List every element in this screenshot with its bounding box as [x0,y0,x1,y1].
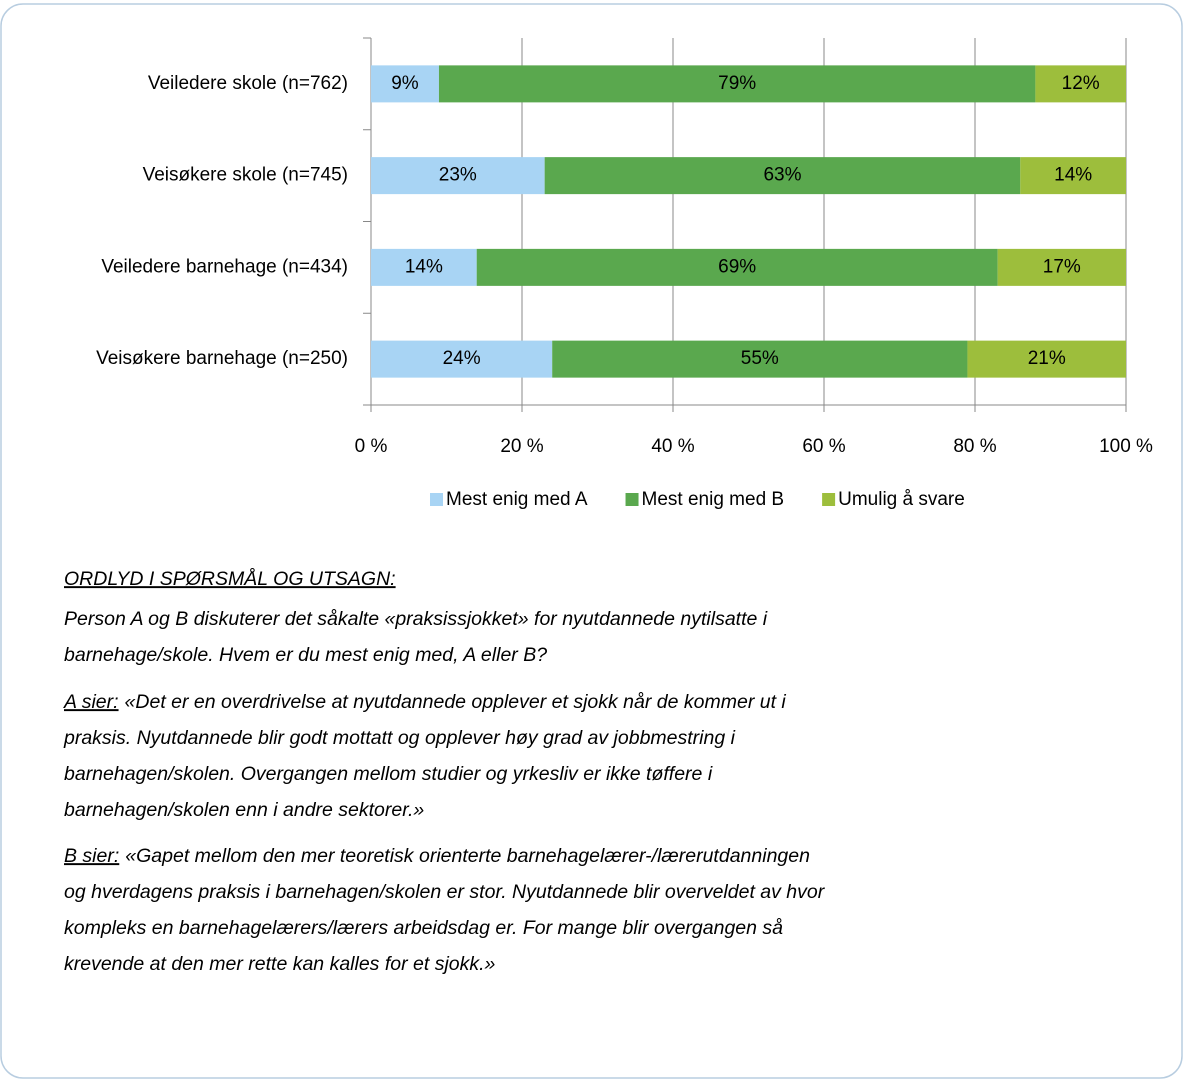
bar-segment [371,248,477,286]
speaker-label: B sier: [64,845,119,867]
statement-line: «Det er en overdrivelse at nyutdannede o… [125,691,787,713]
statement-line: og hverdagens praksis i barnehagen/skole… [64,881,826,903]
value-label: 14% [1054,165,1092,186]
legend-label: Umulig å svare [838,489,965,510]
legend-label: Mest enig med A [446,489,588,510]
bar-segment [438,65,1036,103]
value-label: 21% [1028,348,1066,369]
y-tick-label: Veiledere skole (n=762) [148,73,348,94]
statement-line: barnehagen/skolen. Overgangen mellom stu… [64,763,713,785]
legend-swatch [822,493,836,506]
value-label: 55% [741,348,779,369]
value-label: 14% [405,256,443,277]
heading: ORDLYD I SPØRSMÅL OG UTSAGN: [64,567,396,590]
statement-line: barnehagen/skolen enn i andre sektorer.» [64,799,424,821]
value-label: 24% [443,348,481,369]
bar-segment [552,340,968,378]
x-tick-label: 40 % [651,436,694,457]
statement-line: praksis. Nyutdannede blir godt mottatt o… [63,727,736,749]
value-label: 23% [439,165,477,186]
speaker-label: A sier: [63,691,119,713]
y-tick-label: Veiledere barnehage (n=434) [101,256,348,277]
bar-segment [544,157,1021,195]
question-line: Person A og B diskuterer det såkalte «pr… [64,608,768,630]
x-tick-label: 20 % [500,436,543,457]
value-label: 79% [718,73,756,94]
x-tick-label: 0 % [355,436,388,457]
bar-segment [476,248,998,286]
value-label: 69% [718,256,756,277]
value-label: 12% [1062,73,1100,94]
value-label: 63% [763,165,801,186]
bar-segment [371,65,439,103]
value-label: 17% [1043,256,1081,277]
y-tick-label: Veisøkere skole (n=745) [143,165,348,186]
bar-segment [1035,65,1126,103]
bar-segment [1020,157,1126,195]
statement-line: «Gapet mellom den mer teoretisk orienter… [125,845,810,867]
x-tick-label: 60 % [802,436,845,457]
statement-line: kompleks en barnehagelærers/lærers arbei… [64,917,783,939]
bar-segment [371,340,553,378]
statement-line: krevende at den mer rette kan kalles for… [64,953,496,975]
bar-segment [997,248,1126,286]
x-tick-label: 80 % [953,436,996,457]
question-line: barnehage/skole. Hvem er du mest enig me… [64,644,547,666]
y-tick-label: Veisøkere barnehage (n=250) [96,348,348,369]
legend-swatch [430,493,443,506]
legend-swatch [625,493,639,506]
value-label: 9% [391,73,419,94]
x-tick-label: 100 % [1099,436,1153,457]
legend-label: Mest enig med B [642,489,785,510]
bar-segment [371,157,545,195]
bar-segment [967,340,1126,378]
